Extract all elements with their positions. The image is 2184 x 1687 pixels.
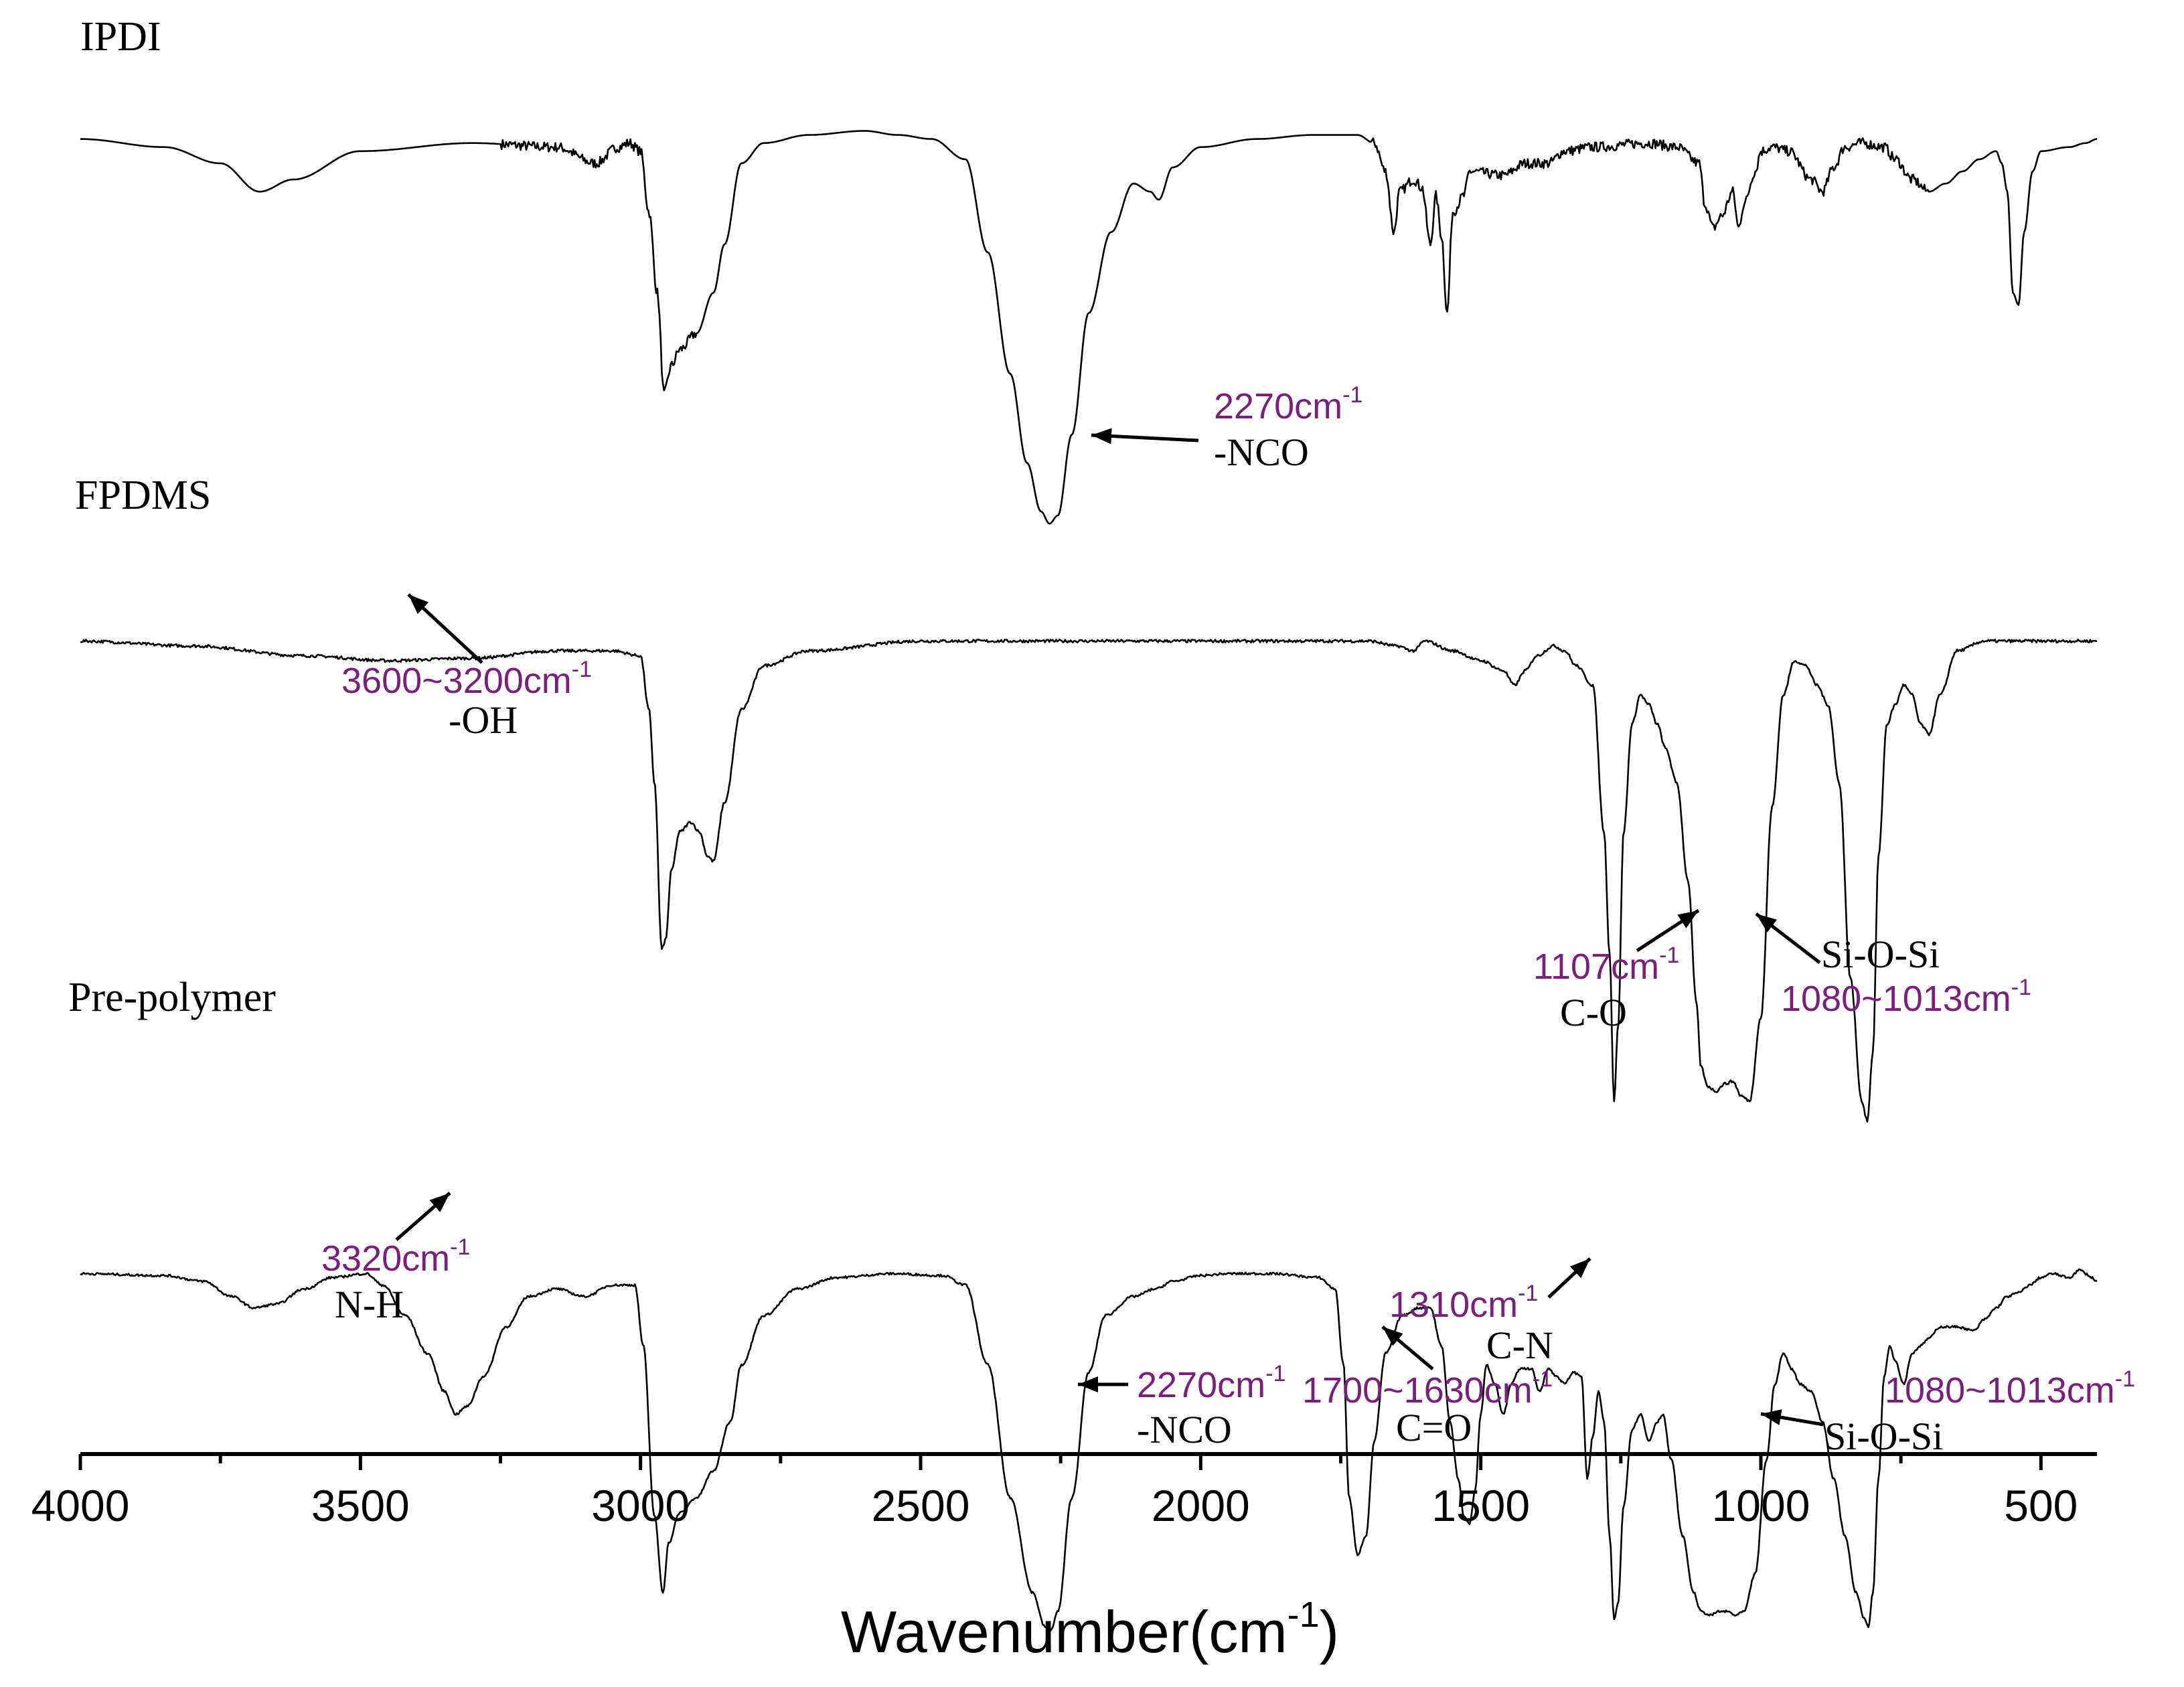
annotation-arrowhead	[1383, 1327, 1403, 1346]
annotation-arrowhead	[408, 594, 429, 615]
x-tick-label: 3000	[591, 1481, 690, 1530]
annotation-group-label: -NCO	[1137, 1408, 1232, 1451]
annotation-arrowhead	[1756, 914, 1778, 933]
x-tick-label: 3500	[311, 1481, 410, 1530]
x-tick-label: 500	[2004, 1481, 2078, 1530]
annotation-wavenumber: 2270cm-1	[1214, 382, 1362, 426]
x-tick-label: 4000	[31, 1481, 130, 1530]
series-label-pre-polymer: Pre-polymer	[68, 975, 276, 1020]
annotation-pre-nco: 2270cm-1-NCO	[1078, 1361, 1285, 1451]
annotation-group-label: N-H	[335, 1283, 404, 1326]
annotation-pre-sios-grp: Si-O-Si	[1760, 1409, 1943, 1458]
x-axis-ticks: 4000 3500 3000 2500 2000 1500 1000 500	[31, 1454, 2078, 1530]
annotation-arrowhead	[1677, 910, 1699, 929]
spectrum-line-ipdi	[80, 130, 2098, 525]
annotation-group-label: Si-O-Si	[1824, 1415, 1943, 1458]
annotation-wavenumber: 2270cm-1	[1137, 1361, 1285, 1405]
series-labels: IPDI FPDMS Pre-polymer	[68, 14, 276, 1020]
annotation-group-label: -OH	[449, 698, 518, 742]
annotation-wavenumber: 3320cm-1	[321, 1234, 470, 1279]
spectrum-line-pre-polymer	[80, 1268, 2098, 1631]
annotation-pre-nh: 3320cm-1N-H	[321, 1192, 470, 1326]
annotation-ipdi-nco: 2270cm-1-NCO	[1091, 382, 1362, 474]
annotation-group-label: C=O	[1396, 1406, 1472, 1449]
annotation-wavenumber: 1080~1013cm-1	[1885, 1366, 2135, 1411]
annotation-wavenumber: 1107cm-1	[1533, 943, 1679, 987]
spectrum-line-fpdms	[80, 639, 2098, 1123]
annotation-pre-co: 1700~1630cm-1C=O	[1302, 1326, 1553, 1449]
annotation-group-label: C-O	[1560, 991, 1627, 1034]
annotation-pre-cn: 1310cm-1C-N	[1389, 1257, 1591, 1367]
x-axis-title-close: )	[1320, 1599, 1339, 1665]
annotation-pre-sios: 1080~1013cm-1	[1885, 1366, 2135, 1411]
series-label-fpdms: FPDMS	[75, 473, 211, 518]
annotation-wavenumber: 1700~1630cm-1	[1302, 1366, 1553, 1411]
x-axis-title-text: Wavenumber(cm	[841, 1599, 1288, 1665]
series-label-ipdi: IPDI	[80, 14, 161, 60]
spectra-curves	[80, 130, 2098, 1631]
annotation-arrowhead	[1078, 1376, 1098, 1392]
annotation-wavenumber: 1080~1013cm-1	[1781, 975, 2031, 1019]
x-tick-label: 2000	[1152, 1481, 1250, 1530]
annotation-group-label: C-N	[1486, 1323, 1553, 1367]
annotation-arrowhead	[1569, 1259, 1590, 1279]
annotation-arrowhead	[1091, 428, 1112, 445]
annotation-arrowhead	[429, 1193, 450, 1212]
annotation-fpdms-co: 1107cm-1C-O	[1533, 908, 1700, 1034]
annotation-wavenumber: 3600~3200cm-1	[341, 657, 592, 701]
x-tick-label: 2500	[872, 1481, 970, 1530]
annotation-wavenumber: 1310cm-1	[1389, 1281, 1538, 1325]
x-tick-label: 1500	[1431, 1481, 1530, 1530]
x-tick-label: 1000	[1712, 1481, 1810, 1530]
annotation-group-label: -NCO	[1214, 430, 1309, 474]
annotation-fpdms-sios: 1080~1013cm-1Si-O-Si	[1755, 912, 2031, 1019]
x-axis-title-superscript: -1	[1288, 1595, 1320, 1635]
annotation-arrowhead	[1761, 1409, 1782, 1425]
x-axis-title: Wavenumber(cm-1)	[841, 1595, 1339, 1665]
annotation-group-label: Si-O-Si	[1821, 933, 1940, 976]
annotation-fpdms-oh: 3600~3200cm-1-OH	[341, 593, 592, 742]
